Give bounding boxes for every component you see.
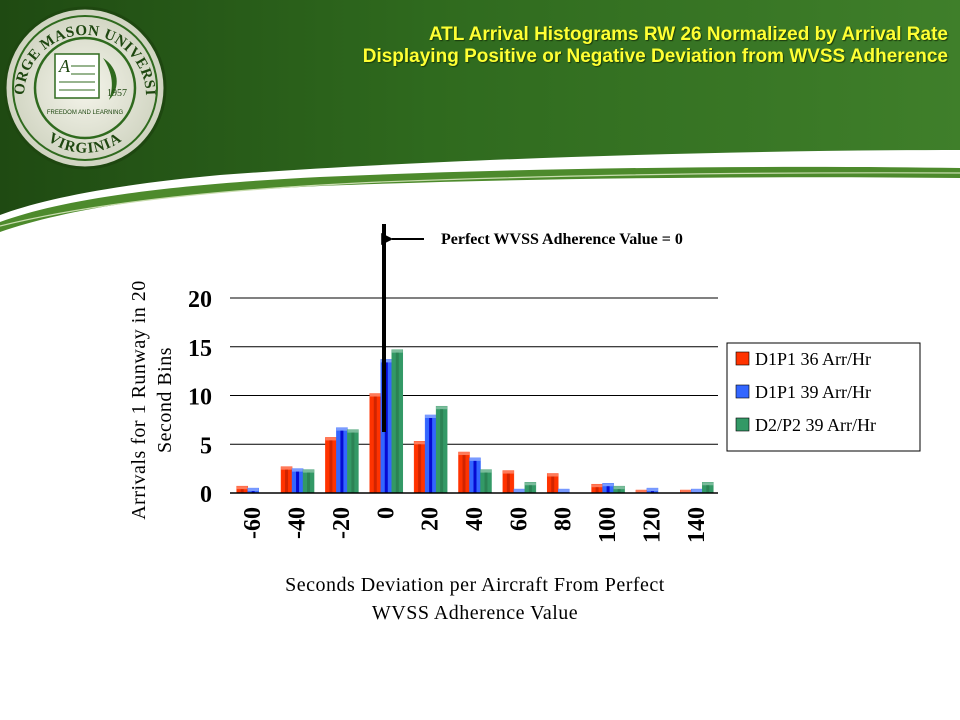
bar (302, 469, 315, 494)
bar (325, 437, 337, 494)
bar (413, 441, 426, 494)
x-tick-label: 120 (639, 507, 665, 543)
legend-swatch (735, 417, 750, 432)
y-axis-title-line-1: Arrivals for 1 Runway in 20 (128, 280, 150, 520)
legend-item: D1P1 36 Arr/Hr (735, 349, 871, 369)
legend-swatch (735, 384, 750, 399)
bar (480, 469, 492, 494)
legend-label: D2/P2 39 Arr/Hr (755, 415, 876, 435)
x-tick-label: 0 (373, 507, 399, 519)
legend-item: D1P1 39 Arr/Hr (735, 382, 871, 402)
bar (369, 393, 382, 494)
annotation-text: Perfect WVSS Adherence Value = 0 (441, 231, 683, 248)
bar (424, 414, 437, 494)
legend: D1P1 36 Arr/Hr D1P1 39 Arr/Hr D2/P2 39 Arr… (726, 342, 921, 452)
x-tick-label: 20 (418, 507, 444, 531)
bar (236, 485, 248, 494)
banner-swoosh (0, 166, 960, 232)
x-tick-label: -20 (329, 507, 355, 539)
bar (435, 405, 448, 494)
x-axis-title-line-2: WVSS Adherence Value (372, 602, 578, 624)
legend-swatch (735, 351, 750, 366)
axes: 0 5 10 15 20 -60 -40 -20 0 20 40 60 80 100 120 140 (188, 287, 718, 543)
bar (524, 482, 537, 494)
bar (458, 451, 470, 494)
bar (347, 429, 359, 494)
bar (391, 349, 404, 494)
x-tick-label: -60 (240, 507, 266, 539)
legend-item: D2/P2 39 Arr/Hr (735, 415, 876, 435)
bar (546, 473, 559, 494)
y-axis-title-line-2: Second Bins (154, 347, 176, 453)
bar (336, 427, 348, 494)
x-tick-label: 60 (506, 507, 532, 531)
legend-label: D1P1 39 Arr/Hr (755, 382, 871, 402)
bar (613, 485, 625, 494)
svg-text:FREEDOM AND LEARNING: FREEDOM AND LEARNING (47, 110, 124, 116)
svg-text:A: A (58, 56, 71, 76)
x-tick-label: 40 (462, 507, 488, 531)
banner-shape (0, 0, 960, 215)
bar (702, 482, 714, 494)
x-axis-title-line-1: Seconds Deviation per Aircraft From Perf… (285, 574, 665, 596)
x-tick-label: 80 (551, 507, 577, 531)
bar (591, 483, 603, 494)
bar (502, 470, 515, 494)
x-tick-label: 100 (595, 507, 621, 543)
y-tick-label: 5 (200, 433, 212, 459)
x-tick-label: 140 (684, 507, 710, 543)
gridlines (230, 297, 718, 445)
bar (469, 457, 481, 494)
bar (602, 483, 614, 494)
legend-label: D1P1 36 Arr/Hr (755, 349, 871, 369)
x-tick-label: -40 (285, 507, 311, 539)
header-banner: GEORGE MASON UNIVERSITY VIRGINIA A 1957 … (0, 0, 960, 232)
y-tick-label: 10 (188, 385, 212, 411)
legend-box (726, 342, 921, 452)
bars (236, 349, 714, 494)
seal-logo: GEORGE MASON UNIVERSITY VIRGINIA A 1957 … (3, 6, 167, 170)
y-tick-label: 15 (188, 336, 212, 362)
y-tick-label: 20 (188, 287, 212, 313)
y-tick-label: 0 (200, 482, 212, 508)
bar (291, 468, 304, 494)
bar (280, 466, 293, 494)
slide-title-line-1: ATL Arrival Histograms RW 26 Normalized … (428, 24, 948, 45)
slide-title-line-2: Displaying Positive or Negative Deviatio… (362, 46, 948, 67)
svg-text:1957: 1957 (107, 88, 127, 99)
